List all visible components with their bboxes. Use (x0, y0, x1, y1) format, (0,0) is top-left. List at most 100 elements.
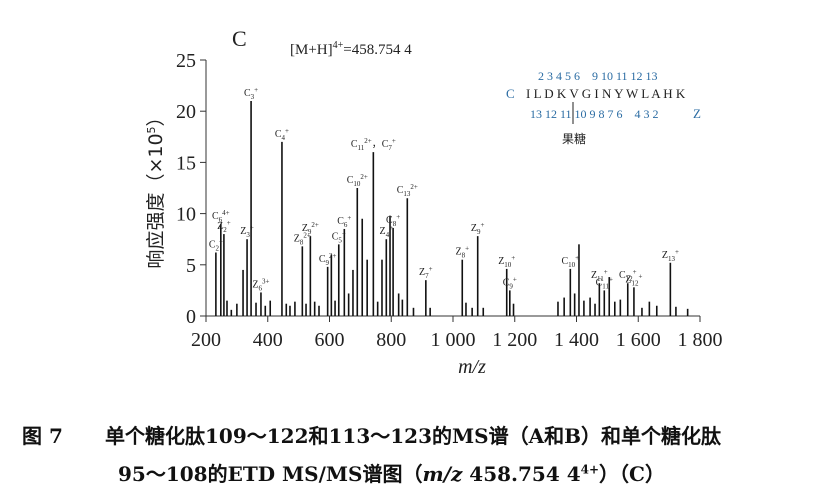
peak-label-sub: 9 (308, 228, 312, 236)
peak-label: Z12+ (625, 272, 642, 287)
peak-label-letter: C (386, 215, 393, 226)
peak-label-sub: 4 (282, 134, 286, 142)
panel-label: C (232, 26, 247, 51)
peak-label-letter: Z (455, 247, 461, 258)
peak-label-letter: C (209, 240, 216, 251)
peak-label-letter: C (397, 185, 404, 196)
caption-charge: 4+ (580, 462, 600, 477)
peak-label-sub: 2 (223, 226, 227, 234)
peak-label: C12+ (619, 268, 637, 283)
peak-label: Z9+ (471, 221, 485, 236)
peak-label-sub: 3 (251, 93, 255, 101)
peak-label-letter: Z (380, 226, 386, 237)
caption-line2-prefix: 95～108的ETD MS/MS谱图（ (118, 462, 423, 486)
peak-label-extra-sup: + (392, 137, 396, 145)
peak-label: Z11+ (591, 268, 608, 283)
peak-label-sub: 7 (425, 272, 429, 280)
peak-label-sub: 11 (602, 282, 609, 290)
y-axis-label-close: ） (145, 107, 167, 126)
peak-label-letter: Z (662, 250, 668, 261)
figure-number: 图 7 (22, 424, 63, 448)
peak-label-sub: 8 (393, 220, 397, 228)
peak-label: C2+ (209, 238, 223, 253)
y-tick-label: 0 (186, 306, 196, 328)
peak-label-sub: 12 (626, 275, 634, 283)
peak-label-sup: + (633, 268, 637, 276)
peak-label-sub: 10 (568, 261, 576, 269)
peak-label-sub: 13 (668, 255, 676, 263)
peak-label-sub: 8 (300, 238, 304, 246)
peak-label-letter: C (503, 277, 510, 288)
peak-label-sup: + (389, 224, 393, 232)
peak-label-sub: 3 (246, 231, 250, 239)
peak-label-sup: + (250, 224, 254, 232)
caption-value: 458.754 4 (462, 462, 581, 486)
caption-line2: 95～108的ETD MS/MS谱图（m/z 458.754 44+）（C） (118, 458, 665, 487)
peak-label: Z92+ (302, 221, 319, 236)
glycan-label: 果糖 (562, 131, 586, 146)
peak-label: Z82+ (294, 231, 311, 246)
peak-label: Z3+ (240, 224, 254, 239)
peak-label-sub: 11 (597, 275, 604, 283)
peak-label: C8+ (386, 213, 400, 228)
peak-label: Z10+ (498, 254, 515, 269)
c-series-label: C (506, 86, 515, 101)
peak-label-sup: + (465, 245, 469, 253)
z-ion-numbers: 13 12 11 10 9 8 7 6 4 3 2 (530, 107, 659, 121)
peak-label: C11+ (596, 275, 613, 290)
peak-label-sup: + (639, 272, 643, 280)
peak-label-sup: + (429, 265, 433, 273)
peak-label: C5+ (332, 229, 346, 244)
caption-line2-suffix: ）（C） (599, 462, 665, 486)
peak-label-sup: + (575, 254, 579, 262)
peak-label-sub: 6 (219, 216, 223, 224)
peak-label-sup: + (254, 86, 258, 94)
peak-label-sub: 11 (358, 144, 365, 152)
peak-label-sub: 6 (259, 284, 263, 292)
peak-label-letter: Z (498, 256, 504, 267)
peak-label: Z13+ (662, 248, 679, 263)
c-ion-numbers: 2 3 4 5 6 9 10 11 12 13 (538, 69, 658, 83)
peak-label-letter: Z (240, 226, 246, 237)
peak-label-letter: C (596, 277, 603, 288)
precursor-charge: 4+ (333, 40, 344, 51)
peak-label-sub: 12 (632, 279, 640, 287)
peak-label-letter: C (244, 88, 251, 99)
peak-label-extra: ，C (372, 139, 389, 150)
peak-label-letter: C (619, 270, 626, 281)
x-tick-label: 400 (253, 329, 283, 351)
peak-label-letter: C (332, 231, 339, 242)
peak-label: C10+ (562, 254, 580, 269)
x-tick-label: 600 (315, 329, 345, 351)
peak-label-sup: + (513, 275, 517, 283)
peak-label-sup: 2+ (303, 231, 311, 239)
peak-label-letter: Z (302, 223, 308, 234)
peak-label-sup: 2+ (410, 183, 418, 191)
peak-label: Z63+ (252, 277, 269, 292)
x-tick-label: 1 800 (678, 329, 723, 351)
peak-label-letter: C (275, 129, 282, 140)
x-tick-label: 1 600 (616, 329, 661, 351)
peak-label-sup: + (609, 275, 613, 283)
peak-label: C3+ (244, 86, 258, 101)
peak-label-extra-sub: 7 (388, 144, 392, 152)
peak-label-sup: + (227, 219, 231, 227)
peak-label-sub: 5 (338, 236, 342, 244)
peak-label-sup: + (675, 248, 679, 256)
peak-label-sub: 13 (403, 190, 411, 198)
peak-label-sub: 4 (386, 231, 390, 239)
x-tick-label: 1 000 (431, 329, 476, 351)
peak-label: Z7+ (419, 265, 433, 280)
peaks (215, 100, 689, 316)
peak-label: Z8+ (455, 245, 469, 260)
precursor-label: [M+H] (290, 42, 333, 58)
peak-label-sup: 2+ (329, 252, 337, 260)
peak-label-letter: Z (625, 274, 631, 285)
peak-label-sup: 2+ (311, 221, 319, 229)
peak-label-sup: 2+ (364, 137, 372, 145)
peak-label: C4+ (275, 127, 289, 142)
peak-label-letter: C (562, 256, 569, 267)
peak-label-letter: C (319, 254, 326, 265)
x-tick-label: 800 (376, 329, 406, 351)
